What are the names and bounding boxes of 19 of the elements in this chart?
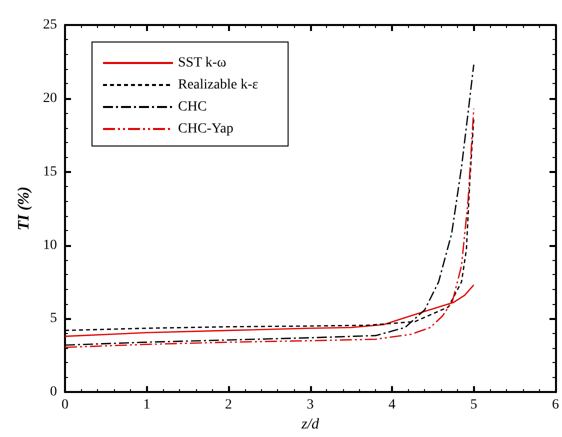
legend-label: Realizable k-ε bbox=[178, 78, 258, 92]
legend-label: CHC bbox=[178, 100, 207, 114]
y-tick-label: 5 bbox=[50, 311, 57, 326]
y-tick-label: 0 bbox=[50, 384, 57, 400]
y-tick-label: 25 bbox=[43, 18, 57, 32]
x-tick-label: 5 bbox=[470, 398, 478, 413]
y-tick-label: 15 bbox=[43, 164, 57, 180]
x-tick-label: 3 bbox=[306, 398, 314, 413]
y-tick-label: 20 bbox=[43, 90, 57, 106]
legend-label: SST k-ω bbox=[178, 56, 226, 70]
x-tick-label: 1 bbox=[143, 398, 150, 413]
x-tick-label: 0 bbox=[62, 398, 68, 413]
y-tick-label: 10 bbox=[43, 238, 57, 253]
x-tick-label: 4 bbox=[388, 398, 396, 413]
x-axis-title: z/d bbox=[300, 416, 320, 432]
x-tick-label: 2 bbox=[225, 398, 232, 413]
x-tick-label: 6 bbox=[552, 398, 559, 413]
y-axis-title: TI (%) bbox=[16, 186, 33, 231]
legend-label: CHC-Yap bbox=[178, 122, 234, 136]
